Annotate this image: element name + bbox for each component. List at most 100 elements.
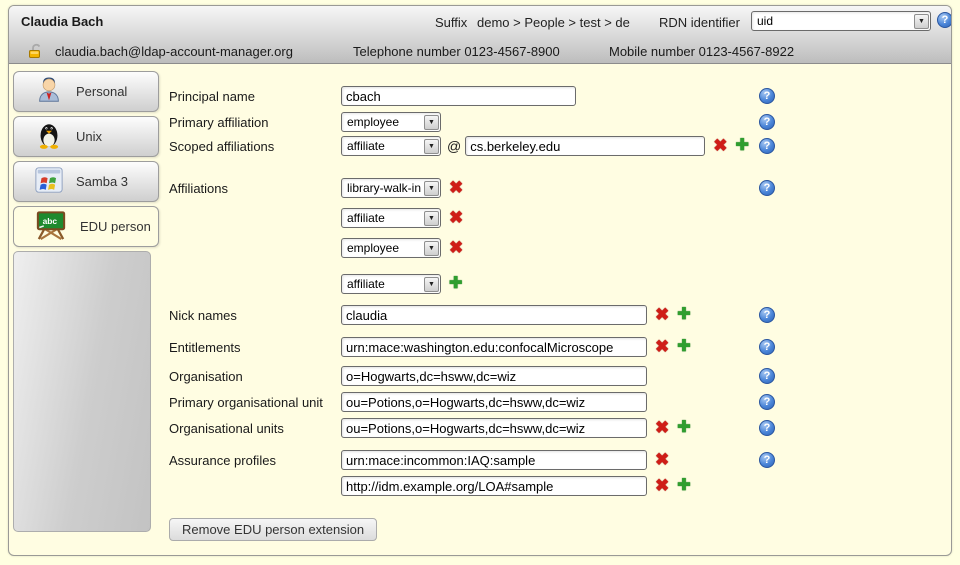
- affiliation-add-select[interactable]: affiliate ▼: [341, 274, 441, 294]
- organisational-units-input[interactable]: [341, 418, 647, 438]
- nick-names-row: Nick names ✖ ✚ ?: [169, 305, 951, 325]
- entitlements-help-icon[interactable]: ?: [759, 339, 775, 355]
- remove-edu-person-extension-button[interactable]: Remove EDU person extension: [169, 518, 378, 541]
- chevron-down-icon: ▼: [424, 240, 439, 256]
- affiliation-select-2[interactable]: affiliate ▼: [341, 208, 441, 228]
- principal-name-input[interactable]: [341, 86, 576, 106]
- entitlements-row: Entitlements ✖ ✚ ?: [169, 337, 951, 357]
- nick-names-input[interactable]: [341, 305, 647, 325]
- add-icon[interactable]: ✚: [735, 137, 749, 154]
- primary-ou-help-icon[interactable]: ?: [759, 394, 775, 410]
- assurance-profile-input-2[interactable]: [341, 476, 647, 496]
- affiliation-value-2: affiliate: [347, 211, 385, 225]
- nick-names-label: Nick names: [169, 308, 237, 323]
- delete-icon[interactable]: ✖: [449, 238, 464, 257]
- account-header: Claudia Bach Suffix demo > People > test…: [9, 6, 951, 64]
- scoped-affiliations-help-icon[interactable]: ?: [759, 138, 775, 154]
- principal-name-row: Principal name ?: [169, 86, 951, 106]
- affiliation-select-3[interactable]: employee ▼: [341, 238, 441, 258]
- affiliations-help-icon[interactable]: ?: [759, 180, 775, 196]
- tab-personal[interactable]: Personal: [13, 71, 159, 112]
- tab-edu-person[interactable]: abc EDU person: [13, 206, 159, 247]
- primary-affiliation-label: Primary affiliation: [169, 115, 269, 130]
- organisation-help-icon[interactable]: ?: [759, 368, 775, 384]
- add-icon[interactable]: ✚: [677, 306, 691, 323]
- organisational-units-help-icon[interactable]: ?: [759, 420, 775, 436]
- rdn-identifier-value: uid: [757, 14, 774, 28]
- suffix-breadcrumb: demo > People > test > de: [477, 15, 630, 30]
- principal-name-help-icon[interactable]: ?: [759, 88, 775, 104]
- organisational-units-label: Organisational units: [169, 421, 284, 436]
- windows-icon: [34, 165, 64, 198]
- delete-icon[interactable]: ✖: [655, 418, 670, 437]
- module-tabs-sidebar: Personal Unix: [9, 64, 161, 555]
- suffix-label: Suffix: [435, 15, 468, 30]
- primary-affiliation-value: employee: [347, 115, 400, 129]
- tab-samba3-label: Samba 3: [76, 174, 129, 189]
- telephone-value: 0123-4567-8900: [464, 44, 560, 59]
- tab-samba3[interactable]: Samba 3: [13, 161, 159, 202]
- assurance-profiles-label: Assurance profiles: [169, 453, 276, 468]
- at-sign: @: [447, 138, 462, 154]
- rdn-help-icon[interactable]: ?: [937, 12, 951, 28]
- delete-icon[interactable]: ✖: [713, 136, 728, 155]
- organisation-label: Organisation: [169, 369, 243, 384]
- edu-person-form: Principal name ? Primary affiliation emp…: [161, 64, 951, 555]
- affiliations-label: Affiliations: [169, 181, 229, 196]
- rdn-identifier-select[interactable]: uid ▼: [751, 11, 931, 31]
- delete-icon[interactable]: ✖: [655, 476, 670, 495]
- add-icon[interactable]: ✚: [677, 419, 691, 436]
- mobile-number: Mobile number 0123-4567-8922: [609, 44, 794, 59]
- tab-unix-label: Unix: [76, 129, 103, 144]
- primary-ou-label: Primary organisational unit: [169, 395, 323, 410]
- delete-icon[interactable]: ✖: [655, 305, 670, 324]
- affiliation-add-value: affiliate: [347, 277, 385, 291]
- chevron-down-icon: ▼: [424, 210, 439, 226]
- chevron-down-icon: ▼: [424, 114, 439, 130]
- primary-ou-row: Primary organisational unit ?: [169, 392, 951, 412]
- scoped-affiliation-domain-input[interactable]: [465, 136, 706, 156]
- account-edit-window: Claudia Bach Suffix demo > People > test…: [8, 5, 952, 556]
- tab-personal-label: Personal: [76, 84, 128, 99]
- scoped-affiliations-row: Scoped affiliations affiliate ▼ @ ✖ ✚ ?: [169, 136, 951, 156]
- chalkboard-icon: abc: [34, 210, 68, 243]
- assurance-profiles-help-icon[interactable]: ?: [759, 452, 775, 468]
- primary-affiliation-help-icon[interactable]: ?: [759, 114, 775, 130]
- svg-text:abc: abc: [43, 216, 58, 226]
- add-icon[interactable]: ✚: [449, 275, 463, 292]
- delete-icon[interactable]: ✖: [655, 450, 670, 469]
- organisation-input[interactable]: [341, 366, 647, 386]
- scoped-affiliation-select[interactable]: affiliate ▼: [341, 136, 441, 156]
- add-icon[interactable]: ✚: [677, 338, 691, 355]
- tab-edu-person-label: EDU person: [80, 219, 151, 234]
- mobile-value: 0123-4567-8922: [698, 44, 795, 59]
- principal-name-label: Principal name: [169, 89, 255, 104]
- affiliation-value-1: library-walk-in: [347, 181, 422, 195]
- organisation-row: Organisation ?: [169, 366, 951, 386]
- mobile-label: Mobile number: [609, 44, 695, 59]
- user-icon: [34, 75, 64, 108]
- delete-icon[interactable]: ✖: [655, 337, 670, 356]
- scoped-affiliation-value: affiliate: [347, 139, 385, 153]
- tab-unix[interactable]: Unix: [13, 116, 159, 157]
- assurance-profile-input-1[interactable]: [341, 450, 647, 470]
- primary-ou-input[interactable]: [341, 392, 647, 412]
- chevron-down-icon: ▼: [424, 276, 439, 292]
- delete-icon[interactable]: ✖: [449, 178, 464, 197]
- primary-affiliation-select[interactable]: employee ▼: [341, 112, 441, 132]
- affiliations-row: Affiliations library-walk-in ▼ ✖ affilia…: [169, 178, 951, 294]
- rdn-identifier-label: RDN identifier: [659, 15, 740, 30]
- chevron-down-icon: ▼: [424, 138, 439, 154]
- delete-icon[interactable]: ✖: [449, 208, 464, 227]
- account-title: Claudia Bach: [21, 14, 104, 29]
- telephone-number: Telephone number 0123-4567-8900: [353, 44, 560, 59]
- unlock-icon: [27, 43, 45, 62]
- nick-names-help-icon[interactable]: ?: [759, 307, 775, 323]
- affiliation-select-1[interactable]: library-walk-in ▼: [341, 178, 441, 198]
- affiliation-value-3: employee: [347, 241, 400, 255]
- account-email: claudia.bach@ldap-account-manager.org: [55, 44, 293, 59]
- primary-affiliation-row: Primary affiliation employee ▼ ?: [169, 112, 951, 132]
- telephone-label: Telephone number: [353, 44, 461, 59]
- add-icon[interactable]: ✚: [677, 477, 691, 494]
- entitlements-input[interactable]: [341, 337, 647, 357]
